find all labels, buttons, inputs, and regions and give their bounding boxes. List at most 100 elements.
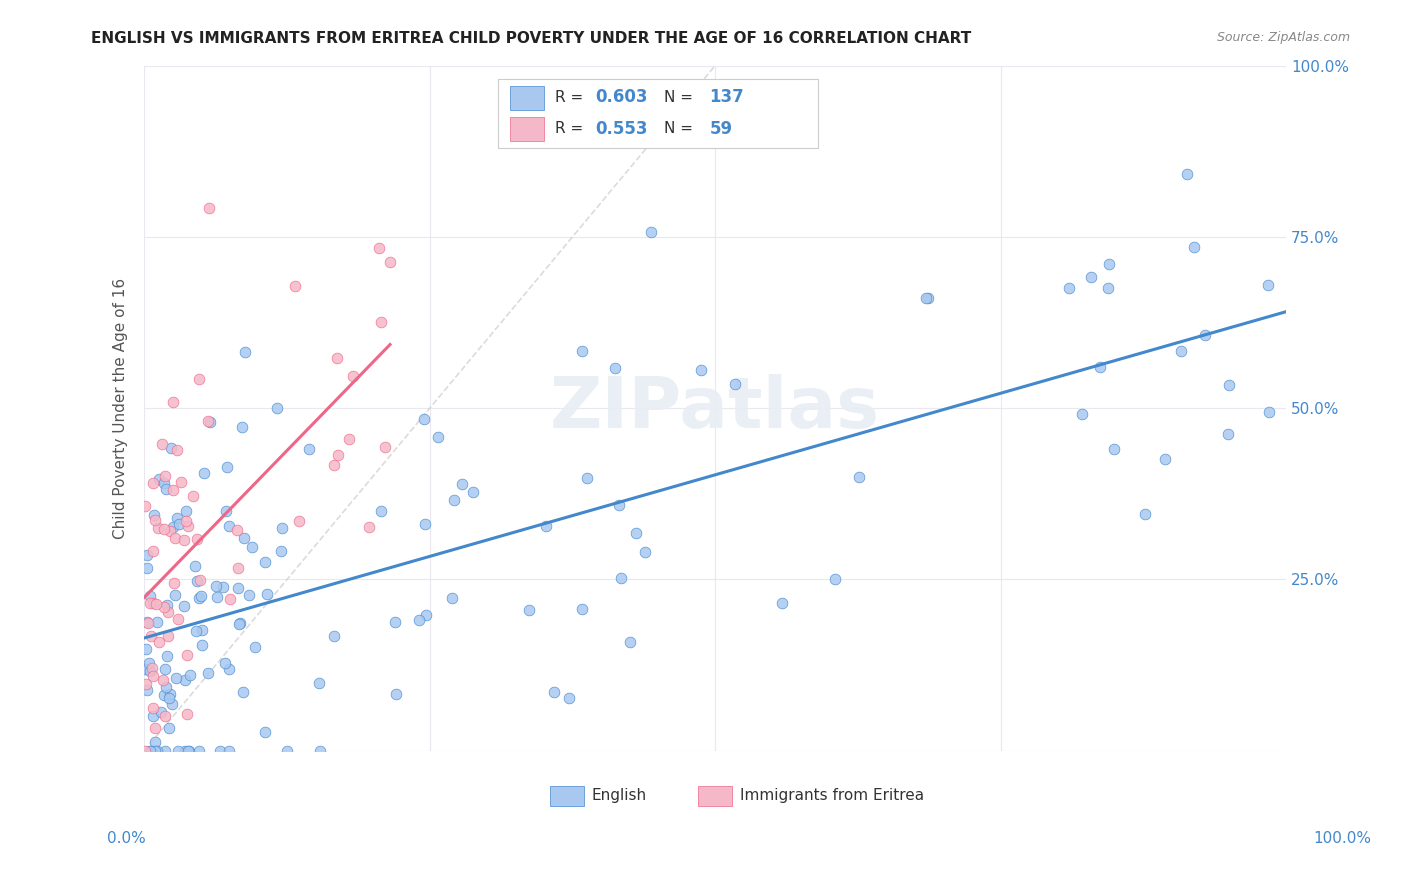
English [1057, 281, 1080, 295]
English [166, 511, 188, 525]
Immigrants from Eritrea [167, 612, 190, 626]
English [173, 599, 195, 613]
Immigrants from Eritrea [166, 443, 188, 458]
English [634, 545, 657, 559]
Immigrants from Eritrea [226, 523, 249, 537]
English [1071, 407, 1094, 421]
English [917, 291, 939, 305]
English [384, 615, 406, 629]
English [1258, 405, 1281, 419]
Immigrants from Eritrea [139, 629, 162, 643]
Text: English: English [592, 788, 647, 803]
Immigrants from Eritrea [169, 475, 191, 490]
English [1098, 257, 1121, 271]
English [215, 460, 238, 475]
English [232, 684, 254, 698]
English [184, 559, 207, 574]
English [153, 475, 176, 490]
Text: 0.603: 0.603 [595, 88, 648, 106]
English [135, 642, 157, 657]
English [155, 483, 177, 497]
Immigrants from Eritrea [198, 201, 221, 215]
English [256, 587, 278, 601]
English [1088, 359, 1111, 374]
English [153, 744, 176, 758]
Immigrants from Eritrea [146, 521, 169, 535]
English [138, 589, 160, 603]
FancyBboxPatch shape [498, 79, 818, 148]
Immigrants from Eritrea [370, 315, 392, 329]
Immigrants from Eritrea [342, 368, 364, 383]
English [619, 635, 641, 649]
English [1216, 426, 1239, 441]
English [231, 419, 253, 434]
Immigrants from Eritrea [326, 448, 349, 462]
Immigrants from Eritrea [284, 279, 307, 293]
English [162, 519, 184, 533]
English [770, 596, 793, 610]
English [323, 629, 346, 643]
Immigrants from Eritrea [139, 597, 162, 611]
Immigrants from Eritrea [176, 706, 198, 721]
English [1097, 281, 1119, 295]
English [218, 519, 240, 533]
Text: ENGLISH VS IMMIGRANTS FROM ERITREA CHILD POVERTY UNDER THE AGE OF 16 CORRELATION: ENGLISH VS IMMIGRANTS FROM ERITREA CHILD… [91, 31, 972, 46]
English [200, 415, 222, 429]
English [134, 662, 156, 676]
Immigrants from Eritrea [374, 440, 396, 454]
English [534, 518, 557, 533]
English [610, 571, 633, 585]
English [135, 561, 157, 575]
English [308, 744, 330, 758]
English [179, 668, 201, 682]
English [915, 291, 938, 305]
English [186, 624, 208, 639]
English [558, 691, 581, 706]
English [238, 588, 260, 602]
Immigrants from Eritrea [325, 351, 347, 366]
Immigrants from Eritrea [134, 744, 156, 758]
Immigrants from Eritrea [145, 598, 167, 612]
English [218, 744, 240, 758]
English [191, 638, 214, 652]
English [186, 574, 208, 588]
Immigrants from Eritrea [134, 499, 156, 513]
Text: Immigrants from Eritrea: Immigrants from Eritrea [741, 788, 924, 803]
English [212, 580, 235, 594]
Immigrants from Eritrea [378, 255, 401, 269]
English [135, 615, 157, 630]
Immigrants from Eritrea [337, 432, 360, 446]
Immigrants from Eritrea [135, 677, 157, 691]
English [174, 673, 197, 687]
English [157, 721, 180, 735]
English [142, 709, 165, 723]
English [626, 525, 648, 540]
English [166, 744, 188, 758]
English [1170, 344, 1192, 359]
English [298, 442, 321, 456]
Immigrants from Eritrea [148, 635, 170, 649]
English [461, 485, 484, 500]
English [609, 498, 631, 512]
English [576, 471, 599, 485]
English [188, 591, 211, 605]
English [443, 493, 465, 508]
English [640, 225, 662, 239]
Immigrants from Eritrea [163, 575, 186, 590]
Y-axis label: Child Poverty Under the Age of 16: Child Poverty Under the Age of 16 [114, 277, 128, 539]
Text: 59: 59 [710, 120, 733, 137]
English [193, 467, 215, 481]
English [385, 687, 408, 701]
Immigrants from Eritrea [186, 532, 208, 546]
English [207, 590, 229, 604]
English [270, 521, 292, 535]
English [254, 724, 277, 739]
English [136, 682, 159, 697]
Immigrants from Eritrea [188, 573, 211, 587]
Immigrants from Eritrea [287, 514, 309, 528]
Immigrants from Eritrea [153, 468, 176, 483]
Immigrants from Eritrea [159, 524, 181, 539]
Immigrants from Eritrea [197, 414, 219, 428]
Immigrants from Eritrea [176, 515, 198, 529]
English [141, 744, 163, 758]
